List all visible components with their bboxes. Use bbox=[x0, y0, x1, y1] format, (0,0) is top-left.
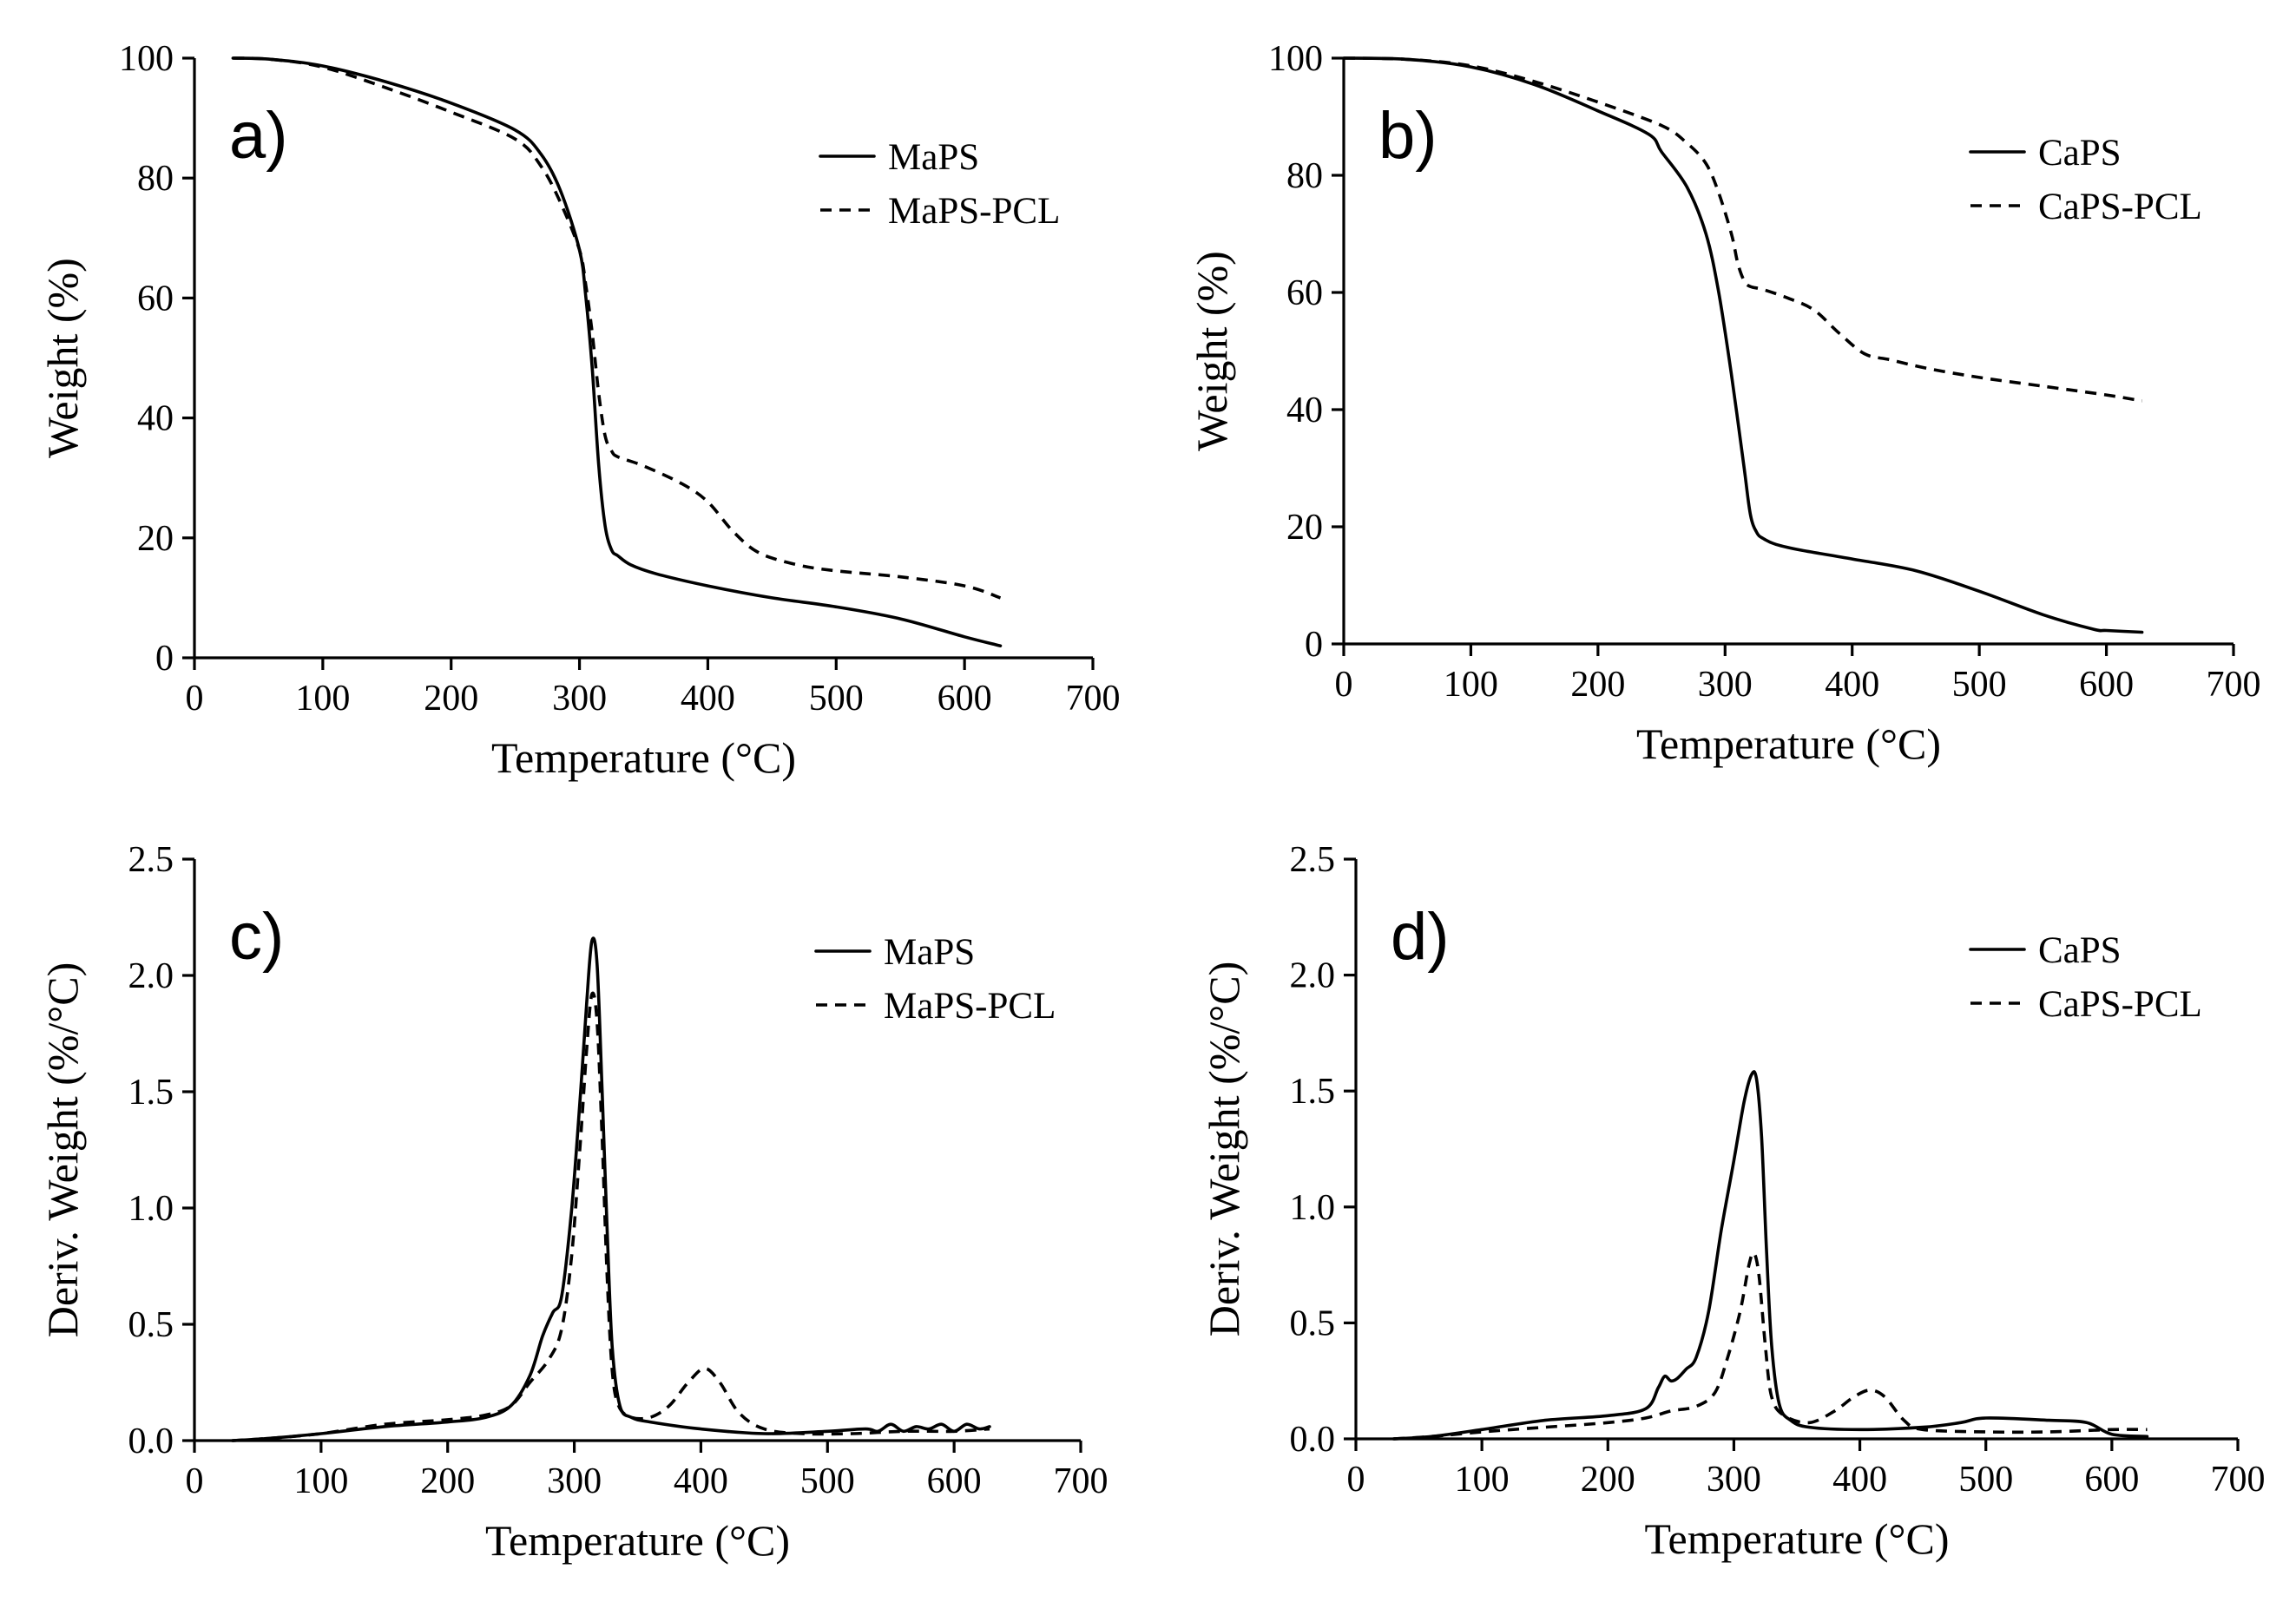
y-tick-label: 1.5 bbox=[128, 1073, 174, 1113]
y-tick-label: 2.0 bbox=[128, 956, 174, 996]
panel-d-deriv-weight-caps: 0 100 200 300 400 500 600 700 0.0 0.5 1.0 1.5 2.0 2.5… bbox=[1200, 840, 2266, 1563]
y-tick-label: 0 bbox=[1305, 625, 1323, 665]
panel-b-weight-caps: 0 100 200 300 400 500 600 700 0 20 40 60 80 100 Temper… bbox=[1187, 39, 2261, 768]
x-tick-label: 700 bbox=[1066, 679, 1121, 719]
y-tick-label: 1.0 bbox=[128, 1189, 174, 1229]
legend-label-maps-pcl: MaPS-PCL bbox=[884, 986, 1056, 1027]
legend-label-caps: CaPS bbox=[2038, 930, 2122, 971]
legend-label-caps: CaPS bbox=[2038, 133, 2122, 174]
y-tick-label: 100 bbox=[1268, 39, 1323, 79]
x-tick-label: 200 bbox=[1570, 665, 1625, 705]
y-tick-label: 1.0 bbox=[1290, 1188, 1336, 1228]
x-tick-label: 600 bbox=[927, 1461, 982, 1501]
y-axis-title: Deriv. Weight (%/°C) bbox=[38, 962, 87, 1338]
series-line-maps-pcl bbox=[233, 56, 1002, 600]
y-tick-label: 0 bbox=[155, 639, 174, 679]
y-tick-label: 2.5 bbox=[1290, 840, 1336, 880]
x-axis-title: Temperature (°C) bbox=[1636, 719, 1941, 768]
x-tick-label: 200 bbox=[420, 1461, 475, 1501]
legend-label-maps: MaPS bbox=[884, 932, 975, 973]
x-tick-label: 700 bbox=[2211, 1460, 2266, 1500]
series-line-caps-pcl bbox=[1343, 56, 2142, 403]
legend-label-maps: MaPS bbox=[888, 137, 979, 178]
series-line-maps bbox=[231, 936, 991, 1442]
series-line-caps bbox=[1342, 56, 2144, 634]
x-tick-label: 500 bbox=[800, 1461, 855, 1501]
y-tick-label: 60 bbox=[137, 279, 174, 318]
panel-label: d) bbox=[1391, 900, 1450, 974]
panel-label: b) bbox=[1378, 99, 1437, 173]
x-tick-label: 700 bbox=[1054, 1461, 1109, 1501]
y-tick-label: 80 bbox=[137, 159, 174, 199]
x-tick-label: 300 bbox=[1707, 1460, 1761, 1500]
y-tick-label: 40 bbox=[137, 399, 174, 439]
x-tick-label: 500 bbox=[1952, 665, 2007, 705]
y-tick-label: 20 bbox=[1286, 508, 1323, 548]
y-axis-title: Weight (%) bbox=[1187, 251, 1236, 451]
x-tick-label: 0 bbox=[186, 679, 204, 719]
y-tick-label: 60 bbox=[1286, 273, 1323, 313]
x-tick-label: 0 bbox=[1347, 1460, 1365, 1500]
x-tick-label: 500 bbox=[1958, 1460, 2013, 1500]
panel-c-deriv-weight-maps: 0 100 200 300 400 500 600 700 0.0 0.5 1.0 1.5 2.0 2.5… bbox=[38, 840, 1109, 1565]
x-tick-label: 300 bbox=[1698, 665, 1753, 705]
y-tick-label: 2.5 bbox=[128, 840, 174, 880]
x-tick-label: 600 bbox=[2084, 1460, 2139, 1500]
x-tick-label: 600 bbox=[937, 679, 992, 719]
x-tick-label: 500 bbox=[809, 679, 864, 719]
y-tick-label: 0.5 bbox=[1290, 1303, 1336, 1343]
x-tick-label: 200 bbox=[1581, 1460, 1635, 1500]
x-tick-label: 0 bbox=[1335, 665, 1353, 705]
x-tick-label: 100 bbox=[1455, 1460, 1510, 1500]
legend-label-maps-pcl: MaPS-PCL bbox=[888, 191, 1060, 232]
x-tick-label: 100 bbox=[295, 679, 350, 719]
y-tick-label: 80 bbox=[1286, 156, 1323, 196]
x-tick-label: 0 bbox=[186, 1461, 204, 1501]
y-tick-label: 100 bbox=[119, 39, 174, 79]
y-tick-label: 40 bbox=[1286, 391, 1323, 430]
x-tick-label: 300 bbox=[552, 679, 607, 719]
x-tick-label: 700 bbox=[2207, 665, 2261, 705]
series-line-caps-pcl bbox=[1393, 1251, 2148, 1441]
y-axis-title: Weight (%) bbox=[38, 258, 87, 458]
x-tick-label: 300 bbox=[547, 1461, 602, 1501]
legend-label-caps-pcl: CaPS-PCL bbox=[2038, 984, 2202, 1025]
panel-label: a) bbox=[229, 99, 288, 173]
y-tick-label: 0.0 bbox=[128, 1421, 174, 1461]
x-axis-title: Temperature (°C) bbox=[485, 1516, 790, 1565]
y-tick-label: 0.5 bbox=[128, 1305, 174, 1345]
series-line-maps-pcl bbox=[232, 991, 990, 1442]
y-tick-label: 0.0 bbox=[1290, 1420, 1336, 1460]
y-axis-title: Deriv. Weight (%/°C) bbox=[1200, 962, 1248, 1337]
x-tick-label: 100 bbox=[1444, 665, 1498, 705]
series-line-maps bbox=[231, 56, 1003, 647]
y-tick-label: 2.0 bbox=[1290, 956, 1336, 996]
x-tick-label: 400 bbox=[681, 679, 735, 719]
y-tick-label: 1.5 bbox=[1290, 1072, 1336, 1112]
x-tick-label: 400 bbox=[1832, 1460, 1887, 1500]
y-tick-label: 20 bbox=[137, 519, 174, 559]
x-axis-title: Temperature (°C) bbox=[491, 733, 796, 782]
x-tick-label: 600 bbox=[2079, 665, 2134, 705]
series-line-caps bbox=[1391, 1070, 2149, 1441]
panel-label: c) bbox=[229, 900, 284, 974]
x-tick-label: 400 bbox=[1825, 665, 1879, 705]
x-axis-title: Temperature (°C) bbox=[1644, 1514, 1949, 1563]
x-tick-label: 400 bbox=[674, 1461, 728, 1501]
legend-label-caps-pcl: CaPS-PCL bbox=[2038, 187, 2202, 227]
x-tick-label: 200 bbox=[424, 679, 478, 719]
panel-a-weight-maps: 0 100 200 300 400 500 600 700 0 20 40 60 80 100 Temper… bbox=[38, 39, 1121, 782]
x-tick-label: 100 bbox=[293, 1461, 348, 1501]
